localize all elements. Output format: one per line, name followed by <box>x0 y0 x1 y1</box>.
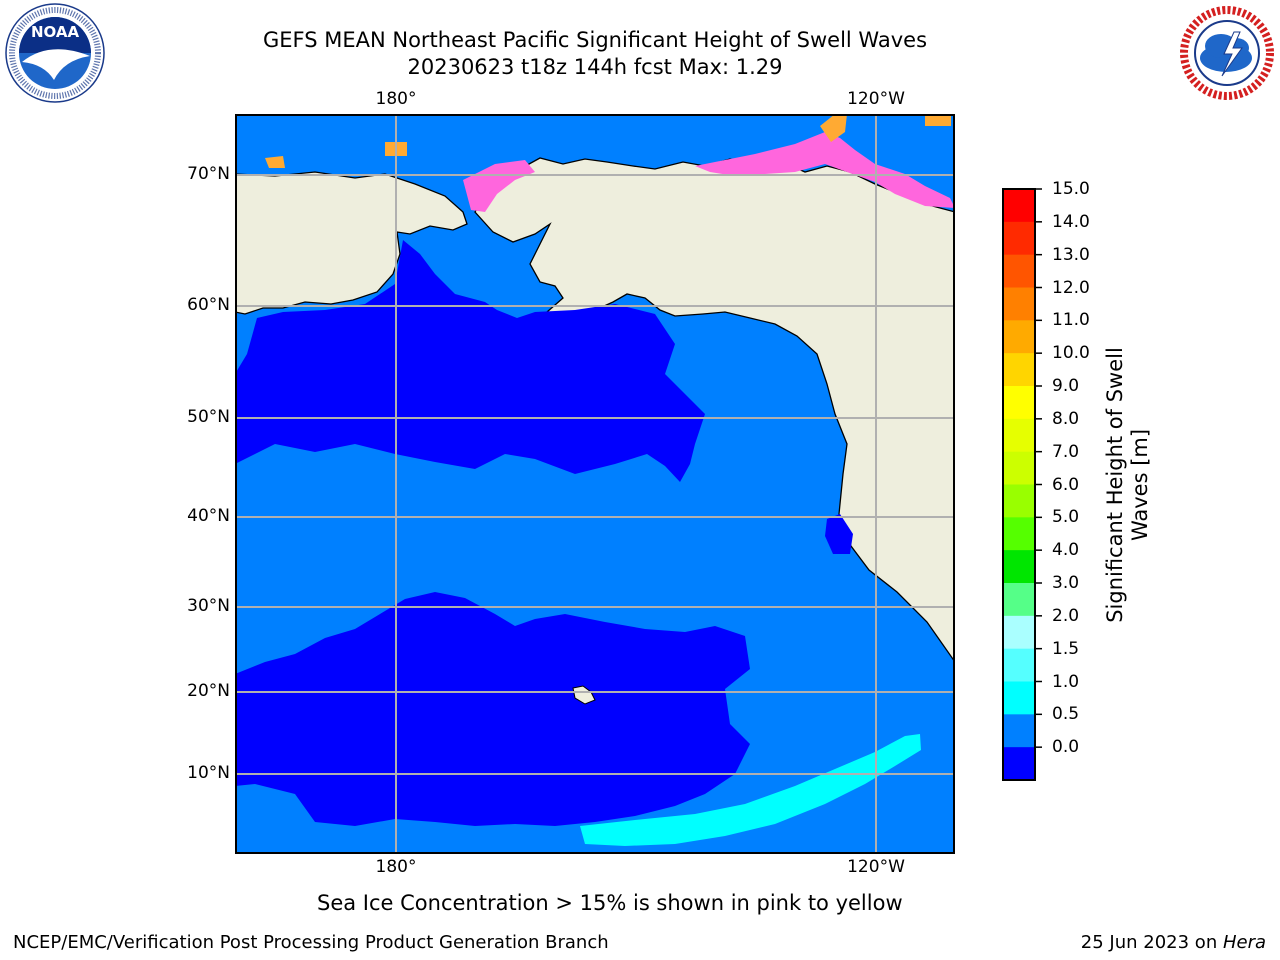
colorbar-cell <box>1003 287 1035 321</box>
chart-subtitle: 20230623 t18z 144h fcst Max: 1.29 <box>407 55 783 79</box>
map-frame <box>235 114 955 854</box>
colorbar-cell <box>1003 353 1035 387</box>
lon-label-top-180: 180° <box>375 89 417 109</box>
colorbar <box>1002 188 1042 781</box>
colorbar-cell <box>1003 583 1035 617</box>
swell-low-coast <box>825 514 853 554</box>
colorbar-tick-label: 14.0 <box>1052 211 1090 232</box>
noaa-logo: NOAA <box>5 3 105 103</box>
sea-ice-orange-4 <box>925 116 951 126</box>
sea-ice-pink-2 <box>695 132 955 208</box>
colorbar-tick-label: 7.0 <box>1052 441 1080 462</box>
swell-low-south <box>235 592 750 826</box>
colorbar-title-line2: Waves [m] <box>1128 428 1152 542</box>
footer-host: Hera <box>1222 932 1266 953</box>
lon-label-bottom-120w: 120°W <box>847 857 905 877</box>
colorbar-tick-label: 3.0 <box>1052 573 1080 593</box>
lat-label-10n: 10°N <box>187 763 230 783</box>
colorbar-tick-label: 12.0 <box>1052 277 1090 298</box>
colorbar-cell <box>1003 550 1035 584</box>
swell-cyan-band <box>580 734 921 846</box>
colorbar-cell <box>1003 386 1035 420</box>
lat-label-50n: 50°N <box>187 407 230 427</box>
colorbar-tick-label: 9.0 <box>1052 376 1080 396</box>
map-gridlines <box>235 114 955 854</box>
colorbar-cell <box>1003 189 1035 223</box>
footer-date: 25 Jun 2023 on <box>1080 932 1223 953</box>
colorbar-tick-label: 0.0 <box>1052 737 1080 758</box>
sea-ice-pink-1 <box>463 160 535 212</box>
colorbar-tick-label: 2.0 <box>1052 605 1080 626</box>
footer-right: 25 Jun 2023 on Hera <box>1081 932 1266 953</box>
chart-title: GEFS MEAN Northeast Pacific Significant … <box>262 28 928 52</box>
colorbar-tick-label: 0.5 <box>1052 704 1080 725</box>
colorbar-cell <box>1003 615 1035 650</box>
footer-left: NCEP/EMC/Verification Post Processing Pr… <box>13 932 609 953</box>
colorbar-cell <box>1003 254 1035 288</box>
colorbar-tick-label: 4.0 <box>1052 540 1080 561</box>
land-hawaii <box>572 685 596 705</box>
colorbar-cell <box>1003 747 1035 781</box>
colorbar-cell <box>1003 681 1035 715</box>
colorbar-tick-label: 6.0 <box>1052 474 1080 495</box>
sea-ice-note: Sea Ice Concentration > 15% is shown in … <box>317 891 903 915</box>
lat-label-40n: 40°N <box>187 506 230 526</box>
colorbar-cell <box>1003 484 1035 518</box>
map-panel <box>235 114 955 854</box>
colorbar-cell <box>1003 451 1035 485</box>
colorbar-tick-label: 8.0 <box>1052 408 1080 429</box>
colorbar-cell <box>1003 320 1035 354</box>
colorbar-tick-label: 15.0 <box>1052 179 1090 199</box>
colorbar-tick-label: 1.5 <box>1052 638 1080 659</box>
colorbar-cell <box>1003 714 1035 748</box>
lat-label-70n: 70°N <box>187 164 230 184</box>
colorbar-tick-label: 13.0 <box>1052 244 1090 265</box>
colorbar-title: Significant Height of Swell Waves [m] <box>1103 347 1153 623</box>
lat-label-30n: 30°N <box>187 596 230 616</box>
colorbar-title-line1: Significant Height of Swell <box>1103 347 1127 623</box>
colorbar-tick-label: 11.0 <box>1052 310 1090 331</box>
colorbar-tick-label: 1.0 <box>1052 671 1080 692</box>
swell-low-north <box>235 240 705 482</box>
noaa-logo-text: NOAA <box>31 23 80 41</box>
lat-label-60n: 60°N <box>187 295 230 315</box>
colorbar-cell <box>1003 221 1035 256</box>
colorbar-tick-label: 10.0 <box>1052 343 1090 364</box>
colorbar-tick-label: 5.0 <box>1052 507 1080 528</box>
colorbar-cell <box>1003 418 1035 453</box>
colorbar-cell <box>1003 517 1035 551</box>
nws-logo <box>1178 4 1276 102</box>
lat-label-20n: 20°N <box>187 681 230 701</box>
colorbar-cell <box>1003 648 1035 682</box>
lon-label-top-120w: 120°W <box>847 89 905 109</box>
sea-ice-orange-3 <box>820 114 847 142</box>
sea-ice-orange-1 <box>265 156 285 168</box>
lon-label-bottom-180: 180° <box>375 857 417 877</box>
